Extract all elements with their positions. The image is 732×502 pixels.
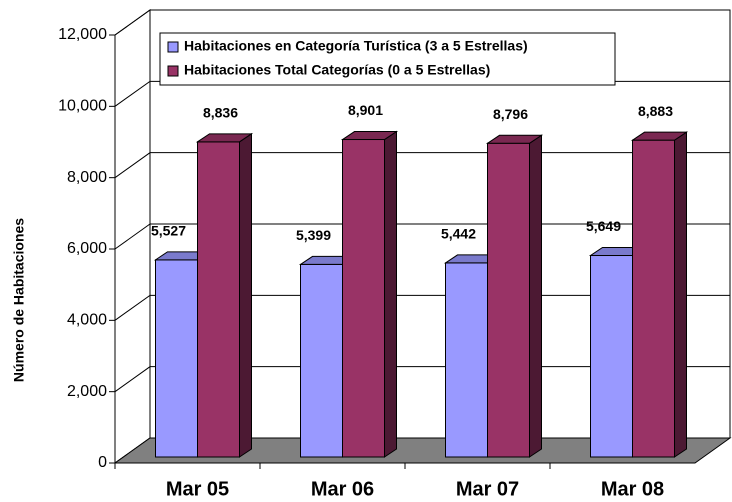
bar-side (384, 130, 397, 458)
bar-front (342, 139, 385, 458)
grid-line (114, 9, 730, 36)
y-tick-label: 12,000 (58, 26, 107, 43)
legend-label: Habitaciones Total Categorías (0 a 5 Est… (184, 62, 490, 78)
value-label: 5,399 (296, 227, 331, 243)
bar-top (195, 133, 254, 143)
legend-box (159, 32, 616, 86)
legend-swatch (167, 65, 179, 77)
value-label: 8,836 (203, 105, 238, 121)
value-label: 8,883 (638, 103, 673, 119)
x-tick-label: Mar 06 (311, 478, 374, 500)
bar-front (197, 141, 240, 458)
value-label: 5,527 (151, 223, 186, 239)
y-tick-label: 10,000 (58, 98, 107, 115)
bar-front (632, 139, 675, 458)
legend-label: Habitaciones en Categoría Turística (3 a… (184, 38, 528, 54)
bar-front (445, 262, 488, 458)
y-tick-label: 0 (98, 454, 107, 471)
y-tick-label: 6,000 (67, 240, 107, 257)
y-tick-label: 2,000 (67, 383, 107, 400)
bar-top (630, 131, 689, 141)
bar-front (590, 255, 633, 458)
value-label: 5,649 (586, 218, 621, 234)
bar-front (487, 142, 530, 458)
bar (485, 134, 544, 458)
bar-top (485, 134, 544, 144)
bar-top (340, 131, 399, 141)
bar-side (529, 134, 542, 458)
legend-swatch (167, 41, 179, 53)
value-label: 8,901 (348, 102, 383, 118)
bar-front (155, 259, 198, 458)
bar-side (674, 131, 687, 458)
x-tick-label: Mar 08 (601, 478, 664, 500)
value-label: 5,442 (441, 226, 476, 242)
value-label: 8,796 (493, 106, 528, 122)
y-tick-label: 8,000 (67, 169, 107, 186)
bar (195, 132, 254, 458)
bar-front (300, 263, 343, 458)
bar (630, 131, 689, 458)
x-tick-label: Mar 07 (456, 478, 519, 500)
bar (340, 130, 399, 458)
y-axis-label: Número de Habitaciones (11, 218, 27, 382)
bar-side (239, 132, 252, 458)
y-tick-label: 4,000 (67, 312, 107, 329)
x-tick-label: Mar 05 (166, 478, 229, 500)
